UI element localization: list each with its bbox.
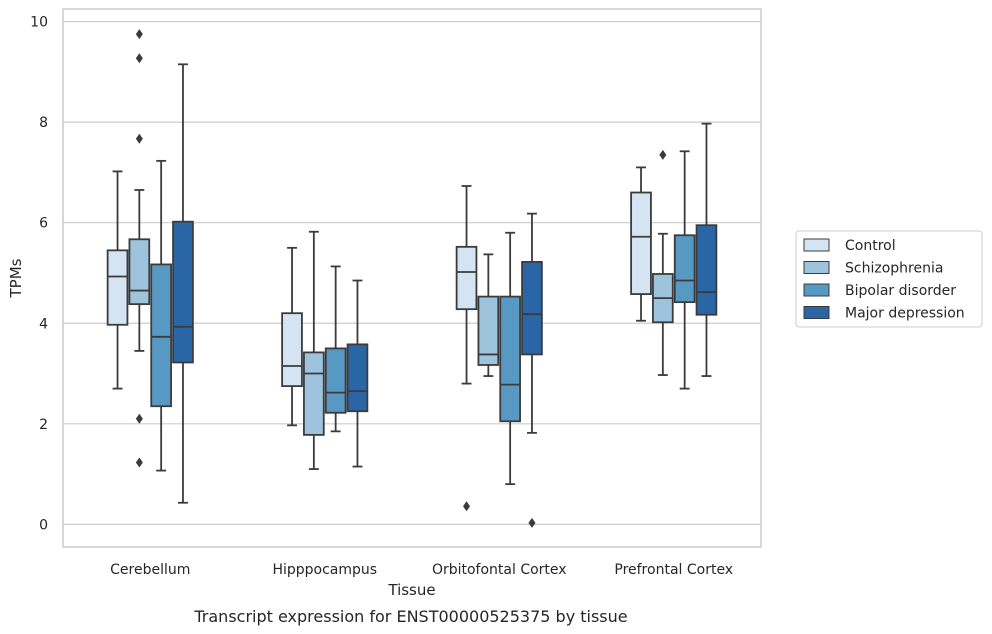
- box-3-4: [521, 212, 543, 528]
- x-tick-labels: Cerebellum Hipppocampus Orbitofontal Corte…: [110, 562, 733, 578]
- legend-frame: [795, 230, 983, 328]
- box-body: [281, 312, 303, 388]
- boxes-layer: [106, 29, 718, 528]
- box-1-1: [106, 170, 129, 390]
- x-tick-label: Hipppocampus: [272, 562, 377, 578]
- legend-label: Major depression: [845, 306, 965, 322]
- legend: Control Schizophrenia Bipolar disorder Majo…: [795, 230, 983, 328]
- box-body: [106, 249, 129, 326]
- legend-swatch: [803, 238, 830, 252]
- x-axis-title: Tissue: [387, 581, 435, 599]
- box-body: [477, 295, 500, 366]
- y-tick-label: 4: [39, 316, 48, 332]
- box-body: [521, 261, 543, 356]
- outlier-point: [135, 133, 143, 144]
- box-2-1: [281, 246, 303, 427]
- outlier-point: [463, 501, 471, 512]
- y-tick-label: 0: [39, 517, 48, 533]
- box-1-2: [128, 29, 151, 468]
- box-4-3: [673, 150, 696, 390]
- box-body: [150, 263, 172, 408]
- y-axis-title: TPMs: [7, 258, 25, 298]
- box-3-2: [477, 253, 500, 377]
- outlier-point: [659, 149, 667, 160]
- outlier-point: [135, 457, 143, 468]
- box-body: [303, 351, 325, 436]
- chart-caption: Transcript expression for ENST0000052537…: [193, 607, 627, 626]
- legend-label: Control: [845, 238, 896, 254]
- legend-swatch: [803, 261, 830, 274]
- box-2-2: [303, 230, 325, 470]
- box-4-4: [695, 122, 718, 377]
- box-4-1: [630, 166, 652, 322]
- box-2-4: [346, 279, 369, 468]
- legend-swatch: [803, 283, 830, 297]
- y-tick-label: 6: [39, 216, 48, 232]
- y-tick-label: 2: [39, 417, 48, 433]
- y-tick-label: 10: [30, 15, 48, 31]
- x-tick-label: Prefrontal Cortex: [614, 562, 733, 578]
- y-tick-labels: 0 2 4 6 8 10: [30, 15, 48, 534]
- outlier-point: [135, 413, 143, 424]
- box-body: [673, 234, 696, 304]
- box-body: [346, 343, 369, 413]
- legend-swatch: [803, 306, 830, 319]
- box-body: [324, 347, 347, 414]
- y-tick-label: 8: [39, 115, 48, 131]
- outlier-point: [135, 29, 143, 40]
- box-1-4: [172, 63, 194, 504]
- legend-label: Bipolar disorder: [845, 283, 956, 299]
- box-3-1: [455, 185, 478, 512]
- outlier-point: [528, 517, 536, 528]
- box-body: [499, 295, 521, 423]
- outlier-point: [135, 53, 143, 64]
- box-body: [630, 191, 652, 295]
- box-body: [455, 245, 478, 311]
- box-body: [172, 220, 194, 364]
- box-body: [695, 224, 718, 316]
- legend-label: Schizophrenia: [845, 261, 943, 277]
- x-tick-label: Orbitofontal Cortex: [432, 562, 567, 578]
- box-body: [128, 238, 151, 306]
- plot-frame: [62, 8, 762, 548]
- x-tick-label: Cerebellum: [110, 562, 190, 578]
- box-3-3: [499, 231, 521, 486]
- box-4-2: [652, 149, 674, 376]
- box-2-3: [324, 265, 347, 433]
- box-1-3: [150, 159, 172, 472]
